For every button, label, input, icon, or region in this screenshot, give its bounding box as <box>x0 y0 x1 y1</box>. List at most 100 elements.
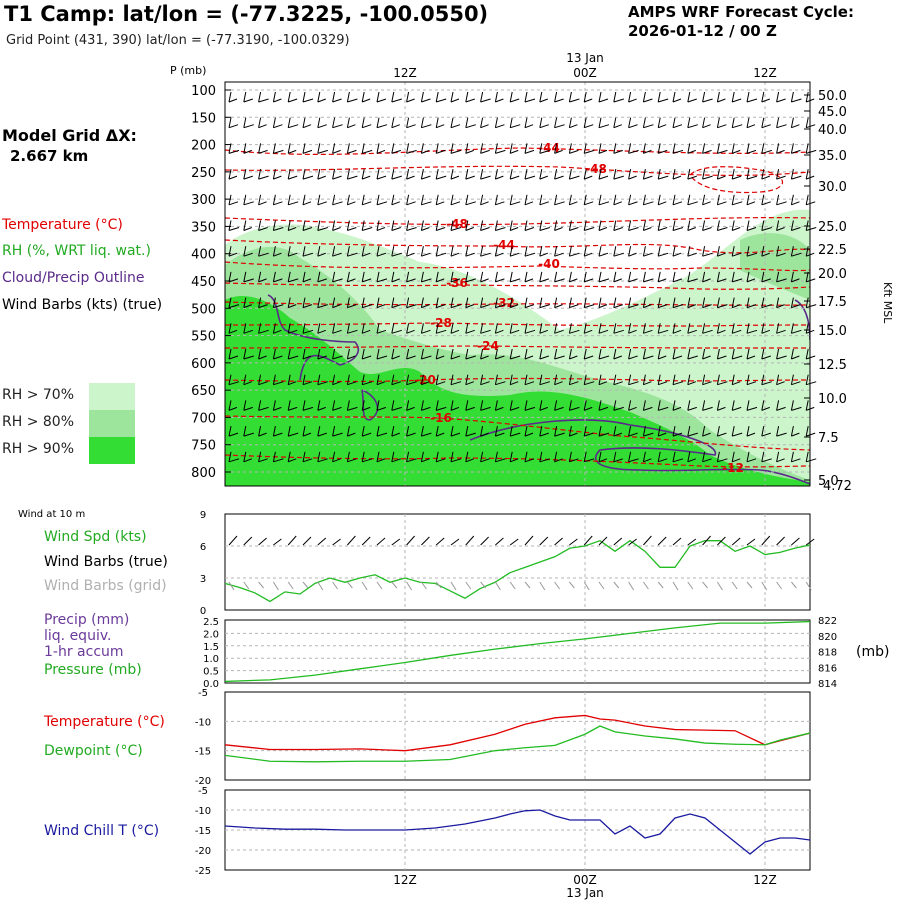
wind-barb <box>731 143 735 154</box>
wind-barb <box>687 194 691 205</box>
wind-barb-shaft <box>406 98 415 103</box>
wind-barb-shaft <box>228 98 238 103</box>
wind-barb-shaft <box>569 252 580 257</box>
wind-barb <box>376 297 380 308</box>
wind-barb-shaft <box>717 355 727 360</box>
wind-barb-shaft <box>436 252 447 257</box>
wind-barb-shaft <box>465 124 476 129</box>
wind-barb <box>598 297 602 308</box>
wind-barb <box>480 246 484 257</box>
wind-barb-shaft <box>598 355 610 360</box>
wind-barb-shaft <box>628 432 638 437</box>
wind-barb <box>805 91 809 103</box>
wind-barb-shaft <box>554 406 564 411</box>
wind-barb-shaft <box>613 355 622 360</box>
wind-barb <box>243 451 247 462</box>
wind-barb <box>776 323 780 334</box>
wind-barb-shaft <box>524 432 534 437</box>
cloud-outline <box>267 294 810 485</box>
wind-barb-shaft <box>376 98 387 103</box>
wind-barb <box>716 91 720 103</box>
wind-barb <box>332 374 336 385</box>
wind-barb <box>465 400 469 411</box>
wind-barb <box>583 194 587 205</box>
wind-barb-shaft <box>776 355 787 360</box>
wind-barb-shaft <box>258 252 269 257</box>
wind-barb <box>657 169 661 180</box>
wind-barb <box>391 323 395 334</box>
wind-barb-shaft <box>628 406 637 411</box>
wind-barb <box>494 143 498 154</box>
wind-barb-shaft <box>569 278 578 283</box>
pressure-tick-label: 200 <box>191 139 216 154</box>
wind-barb <box>790 323 794 334</box>
wind-barb <box>258 271 262 282</box>
wind-barb <box>687 297 691 308</box>
wind-barb-grid <box>554 581 561 590</box>
wind-barb <box>317 451 321 462</box>
wind-barb <box>524 169 528 180</box>
wind-barb <box>657 220 661 231</box>
wind-barb <box>702 451 706 462</box>
wind-barb-shaft <box>643 98 653 103</box>
wind-barb <box>243 246 247 257</box>
wind-barb-true <box>258 537 267 546</box>
wind-barb <box>628 143 632 154</box>
wind-barb-shaft <box>332 124 343 129</box>
wind-barb-shaft <box>332 381 341 386</box>
wind-barb <box>583 323 587 334</box>
wind-barb-shaft <box>510 149 519 154</box>
wind-barb <box>613 271 617 282</box>
wind-barb-shaft <box>288 252 298 257</box>
wind-barb-shaft <box>376 149 386 154</box>
wind-barb-shaft <box>450 381 462 386</box>
wind-barb-shaft <box>465 98 475 103</box>
wind-barb <box>776 348 780 360</box>
wind-barb <box>761 323 765 334</box>
wind-barb <box>376 426 380 437</box>
wind-barb <box>346 91 350 103</box>
legend-wind-barbs-grid: Wind Barbs (grid) <box>44 578 167 594</box>
wind-barb <box>613 426 617 437</box>
wind-barb-shaft <box>302 381 313 386</box>
wind-barb <box>258 400 262 411</box>
wind-barb <box>539 220 543 231</box>
wind-barb-shaft <box>391 149 401 154</box>
temperature-label: -36 <box>446 276 468 290</box>
wind-barb-grid <box>731 581 738 590</box>
wind-barb-shaft <box>273 304 284 309</box>
wind-barb <box>317 220 321 231</box>
wind-barb-shaft <box>302 329 314 334</box>
legend-precip: Precip (mm) <box>44 612 130 628</box>
wind-barb-shaft <box>761 278 771 283</box>
wind-barb-shaft <box>658 381 668 386</box>
wind-barb-shaft <box>776 458 785 463</box>
wind-barb-shaft <box>702 458 712 463</box>
wind-barb-shaft <box>746 227 757 231</box>
wind-barb-shaft <box>717 432 727 437</box>
wind-barb-shaft <box>628 458 639 463</box>
wind-barb-shaft <box>450 278 461 283</box>
wind-barb-shaft <box>317 406 326 411</box>
wind-barb <box>480 451 484 462</box>
wind-barb-shaft <box>347 458 357 463</box>
wind-barb <box>790 169 794 180</box>
wind-barb-shaft <box>362 201 372 206</box>
wind-barb <box>716 323 720 334</box>
wind-barb-shaft <box>598 381 608 386</box>
wind-barb <box>332 323 336 334</box>
wind-barb-shaft <box>465 175 475 180</box>
wind-barb <box>361 271 365 282</box>
wind-barb-shaft <box>347 252 358 257</box>
wind-barb-shaft <box>702 124 711 129</box>
wind-barb <box>583 143 587 154</box>
wind-barb-shaft <box>672 432 683 437</box>
wind-barb <box>465 91 469 103</box>
wind-barb <box>317 169 321 180</box>
wind-barb <box>583 400 587 411</box>
wind-barb <box>598 426 602 437</box>
wind-barb-shaft <box>717 175 726 180</box>
wind-barb <box>302 323 306 334</box>
wind-barb-true <box>406 535 415 546</box>
wind-barb <box>376 374 380 385</box>
